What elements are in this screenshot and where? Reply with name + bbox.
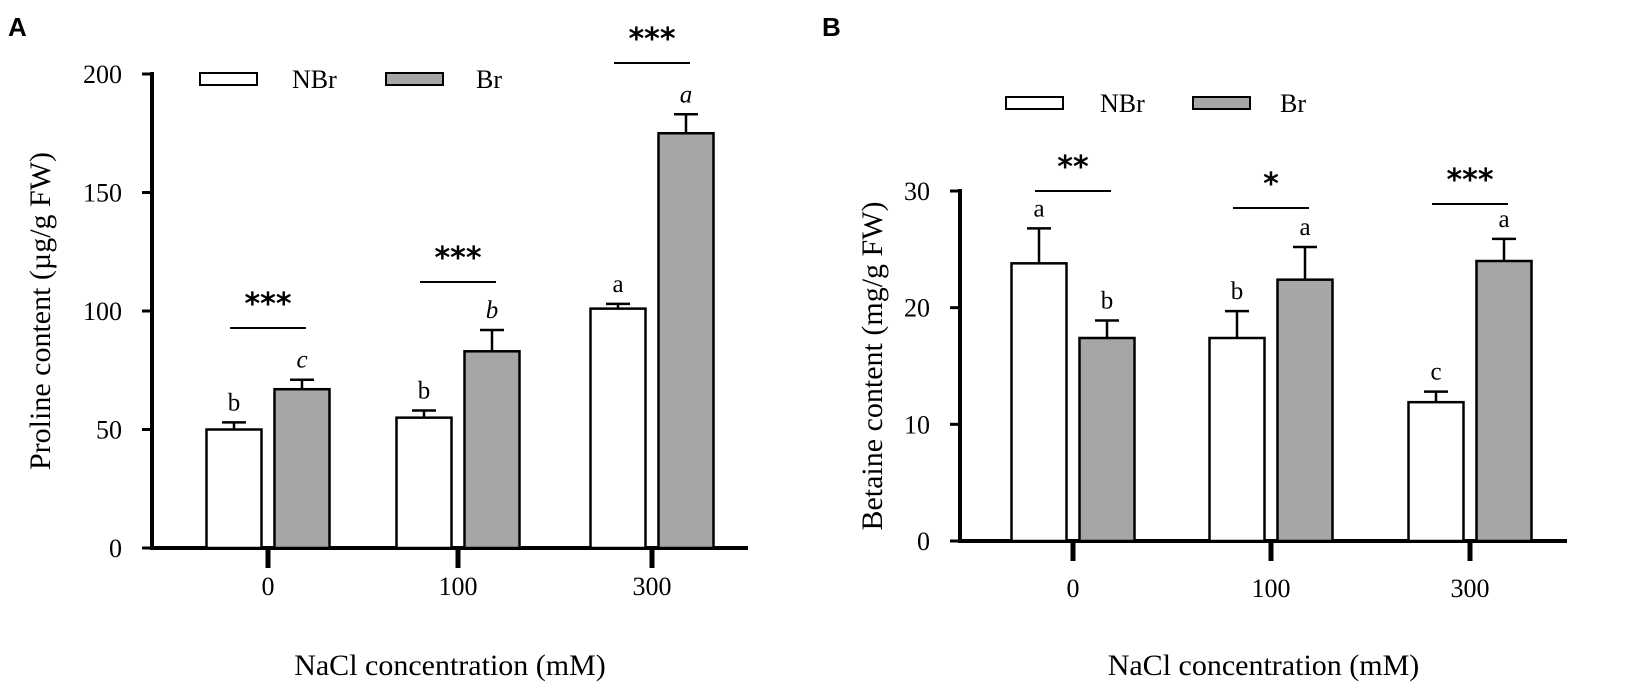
panel-b-bar-nbr (1407, 400, 1465, 543)
panel-a-significance-stars: *** (628, 22, 675, 57)
panel-a-y-tick-label: 0 (109, 534, 122, 563)
panel-a-bar-br (657, 132, 715, 550)
panel-a-legend-label-br: Br (476, 65, 502, 94)
panel-a-x-tick-label: 100 (439, 572, 478, 601)
panel-a-x-tick-label: 300 (633, 572, 672, 601)
panel-b-significance-letter: a (1299, 214, 1310, 241)
panel-a-bar-nbr (205, 428, 263, 550)
panel-a-y-tick-label: 150 (83, 179, 122, 208)
panel-b-x-tick-label: 300 (1451, 574, 1490, 603)
panel-a-significance-letter: b (228, 389, 241, 416)
panel-a-bar-br (273, 387, 331, 550)
panel-a-chart: A 0 50 100 150 200 Proline content (µg/g FW) N… (8, 12, 748, 682)
panel-b-legend-label-nbr: NBr (1100, 89, 1145, 118)
panel-a-legend-label-nbr: NBr (292, 65, 337, 94)
panel-b-label: B (822, 12, 841, 42)
panel-a-significance-letter: b (486, 297, 499, 324)
panel-a-bar-br (463, 350, 521, 550)
panel-a-x-tick-label: 0 (262, 572, 275, 601)
panel-a-y-tick-label: 200 (83, 60, 122, 89)
panel-a-significance-stars: *** (244, 287, 291, 322)
panel-b-significance-letter: c (1430, 359, 1441, 386)
panel-a-label: A (8, 12, 27, 42)
panel-b-significance-letter: b (1101, 288, 1114, 315)
panel-b-legend-swatch-br (1192, 96, 1251, 110)
panel-a-significance-letter: a (612, 271, 623, 298)
panel-b-significance-letter: a (1498, 206, 1509, 233)
panel-a-significance-letter: c (296, 347, 307, 374)
panel-b-significance-stars: * (1263, 167, 1279, 202)
panel-b-y-tick-label: 10 (904, 410, 930, 439)
panel-a-y-axis-title: Proline content (µg/g FW) (24, 152, 57, 470)
panel-a-y-tick-label: 50 (96, 416, 122, 445)
panel-a-significance-letter: a (680, 81, 693, 108)
panel-b-significance-letter: b (1231, 278, 1244, 305)
panel-b-significance-stars: ** (1057, 150, 1089, 185)
panel-a-significance-stars: *** (434, 241, 481, 276)
panel-a-legend-swatch-nbr (199, 72, 258, 86)
panel-b-y-tick-label: 30 (904, 177, 930, 206)
panel-b-bar-br (1475, 259, 1533, 543)
panel-b-significance-stars: *** (1446, 163, 1493, 198)
panel-a-bar-nbr (395, 416, 453, 550)
panel-a-legend-swatch-br (385, 72, 444, 86)
panel-b-y-tick-label: 0 (917, 527, 930, 556)
panel-b-bar-nbr (1208, 336, 1266, 543)
panel-b-legend-label-br: Br (1280, 89, 1306, 118)
panel-b-legend-swatch-nbr (1005, 96, 1064, 110)
panel-b-x-axis-title: NaCl concentration (mM) (1108, 649, 1420, 682)
panel-b-x-tick-label: 100 (1252, 574, 1291, 603)
panel-b-significance-letter: a (1033, 195, 1044, 222)
panel-a-y-tick-label: 100 (83, 297, 122, 326)
panel-b-chart: B 0 10 20 30 Betaine content (mg/g FW) NaCl c… (822, 12, 1567, 682)
panel-b-bar-br (1276, 278, 1334, 543)
panel-b-y-axis-title: Betaine content (mg/g FW) (856, 201, 889, 530)
panel-a-x-axis-title: NaCl concentration (mM) (294, 649, 606, 682)
panel-b-y-tick-label: 20 (904, 294, 930, 323)
panel-b-bar-nbr (1010, 262, 1068, 543)
panel-a-bar-nbr (589, 307, 647, 550)
panel-b-bar-br (1078, 336, 1136, 543)
panel-b-x-tick-label: 0 (1067, 574, 1080, 603)
panel-a-significance-letter: b (418, 378, 431, 405)
